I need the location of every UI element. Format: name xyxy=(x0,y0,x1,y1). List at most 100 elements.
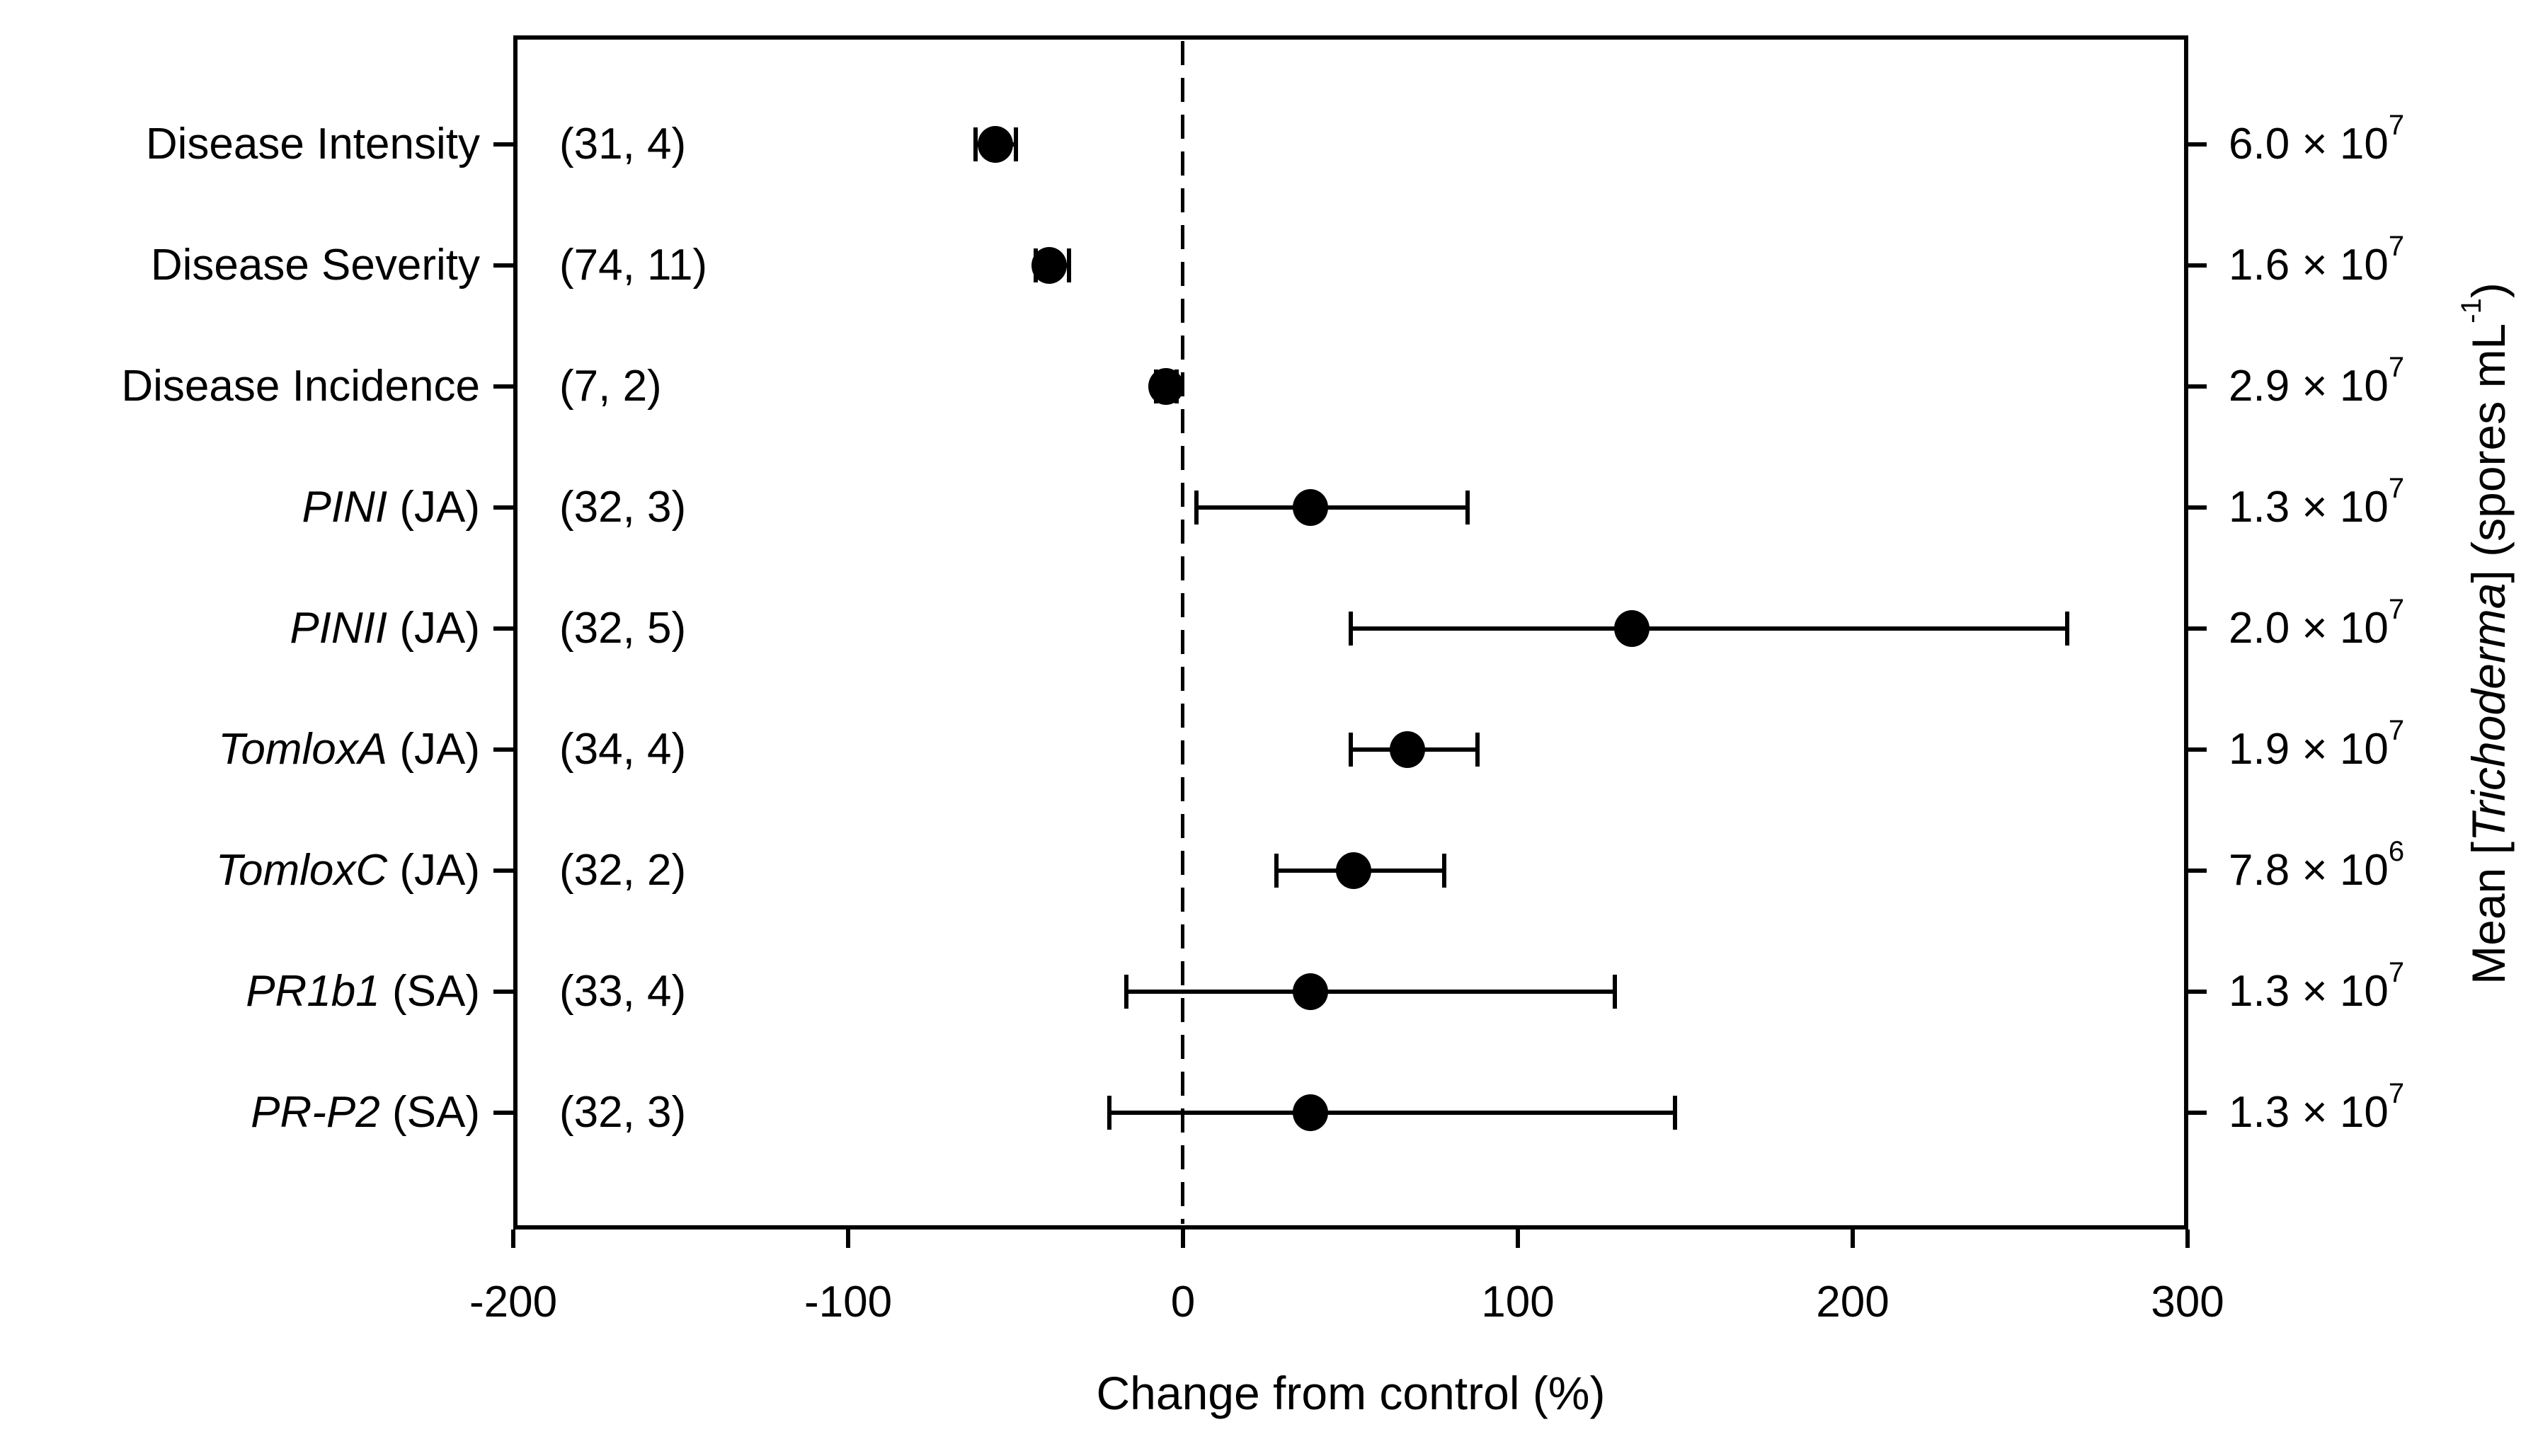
row-sample-size: (34, 4) xyxy=(559,725,687,774)
row-sample-size: (31, 4) xyxy=(559,120,687,168)
right-axis-tick xyxy=(2188,384,2207,389)
x-axis-tick xyxy=(2185,1229,2190,1248)
error-bar-cap-low xyxy=(973,127,978,161)
error-bar-line xyxy=(1196,505,1468,510)
row-sample-size: (32, 2) xyxy=(559,846,687,895)
x-axis-tick xyxy=(511,1229,515,1248)
row-label: PINII (JA) xyxy=(290,604,480,653)
right-axis-tick xyxy=(2188,1111,2207,1115)
error-bar-cap-high xyxy=(1673,1096,1678,1130)
right-axis-title-genus: Trichoderma xyxy=(2462,583,2515,842)
data-point-marker xyxy=(1292,489,1328,526)
data-point-marker xyxy=(1031,247,1067,284)
row-label: TomloxC (JA) xyxy=(215,846,480,895)
right-axis-value: 6.0 × 107 xyxy=(2229,110,2405,168)
x-axis-tick xyxy=(1181,1229,1185,1248)
x-tick-label: -200 xyxy=(469,1278,558,1326)
row-label-gene: PR-P2 xyxy=(251,1088,380,1137)
right-axis-value-exponent: 7 xyxy=(2388,957,2405,988)
right-axis-title: Mean [Trichoderma] (spores mL-1) xyxy=(2456,67,2518,1200)
data-point-marker xyxy=(1613,610,1650,647)
right-axis-value-exponent: 7 xyxy=(2388,715,2405,746)
row-label-gene: PINI xyxy=(302,483,388,532)
row-label: Disease Intensity xyxy=(145,120,480,168)
error-bar-line xyxy=(1109,1111,1676,1115)
error-bar-line xyxy=(1350,626,2067,631)
row-sample-size: (32, 3) xyxy=(559,483,687,532)
row-label: TomloxA (JA) xyxy=(218,725,480,774)
x-axis-tick xyxy=(846,1229,850,1248)
right-axis-value: 2.0 × 107 xyxy=(2229,594,2405,653)
right-axis-value-exponent: 7 xyxy=(2388,1078,2405,1109)
left-axis-tick xyxy=(493,990,513,994)
error-bar-cap-high xyxy=(1067,248,1072,282)
data-point-marker xyxy=(1292,1094,1328,1131)
row-sample-size: (7, 2) xyxy=(559,362,662,411)
error-bar-cap-high xyxy=(1441,854,1446,888)
error-bar-cap-low xyxy=(1124,975,1128,1009)
error-bar-cap-high xyxy=(1475,733,1480,767)
right-axis-tick xyxy=(2188,626,2207,631)
right-axis-value-exponent: 7 xyxy=(2388,231,2405,262)
right-axis-value: 1.3 × 107 xyxy=(2229,957,2405,1016)
data-point-marker xyxy=(1148,368,1184,405)
right-axis-tick xyxy=(2188,990,2207,994)
error-bar-cap-low xyxy=(1194,491,1199,524)
right-axis-tick xyxy=(2188,263,2207,268)
left-axis-tick xyxy=(493,263,513,268)
right-axis-value: 2.9 × 107 xyxy=(2229,352,2405,411)
right-axis-title-middle: ] (spores mL xyxy=(2462,323,2515,583)
error-bar-cap-low xyxy=(1107,1096,1111,1130)
x-axis-tick xyxy=(1516,1229,1520,1248)
error-bar-cap-high xyxy=(1013,127,1018,161)
data-point-marker xyxy=(1389,731,1425,768)
left-axis-tick xyxy=(493,505,513,510)
left-axis-tick xyxy=(493,869,513,873)
plot-area-frame xyxy=(513,35,2188,1229)
row-sample-size: (33, 4) xyxy=(559,967,687,1016)
row-label-gene: TomloxC xyxy=(215,846,388,895)
row-label: PR1b1 (SA) xyxy=(246,967,480,1016)
right-axis-value: 1.9 × 107 xyxy=(2229,715,2405,774)
right-axis-value: 1.3 × 107 xyxy=(2229,1078,2405,1137)
row-sample-size: (32, 5) xyxy=(559,604,687,653)
left-axis-tick xyxy=(493,384,513,389)
right-axis-title-exponent: -1 xyxy=(2456,298,2487,323)
row-label-gene: PR1b1 xyxy=(246,967,380,1016)
x-axis-title: Change from control (%) xyxy=(1096,1367,1606,1419)
right-axis-tick xyxy=(2188,142,2207,147)
error-bar-cap-high xyxy=(1465,491,1470,524)
row-label: PINI (JA) xyxy=(302,483,480,532)
error-bar-cap-low xyxy=(1274,854,1279,888)
x-tick-label: -100 xyxy=(804,1278,893,1326)
right-axis-value-exponent: 7 xyxy=(2388,594,2405,625)
right-axis-value-exponent: 6 xyxy=(2388,836,2405,867)
row-label: PR-P2 (SA) xyxy=(251,1088,480,1137)
right-axis-value: 7.8 × 106 xyxy=(2229,836,2405,895)
zero-reference-line xyxy=(1181,41,1184,1224)
right-axis-value-exponent: 7 xyxy=(2388,352,2405,383)
data-point-marker xyxy=(1292,973,1328,1010)
data-point-marker xyxy=(978,126,1014,163)
error-bar-cap-high xyxy=(1613,975,1618,1009)
right-axis-tick xyxy=(2188,747,2207,752)
row-label: Disease Severity xyxy=(150,241,480,290)
right-axis-value: 1.3 × 107 xyxy=(2229,473,2405,532)
x-axis-tick xyxy=(1851,1229,1855,1248)
x-tick-label: 200 xyxy=(1816,1278,1890,1326)
right-axis-tick xyxy=(2188,505,2207,510)
data-point-marker xyxy=(1336,852,1372,889)
row-sample-size: (74, 11) xyxy=(559,241,708,290)
error-bar-cap-low xyxy=(1348,733,1353,767)
right-axis-title-prefix: Mean [ xyxy=(2462,842,2515,985)
right-axis-value-exponent: 7 xyxy=(2388,473,2405,504)
left-axis-tick xyxy=(493,142,513,147)
error-bar-cap-low xyxy=(1348,612,1353,646)
x-tick-label: 300 xyxy=(2151,1278,2224,1326)
left-axis-tick xyxy=(493,626,513,631)
x-tick-label: 100 xyxy=(1481,1278,1555,1326)
right-axis-title-suffix: ) xyxy=(2462,282,2515,299)
error-bar-cap-high xyxy=(2064,612,2069,646)
right-axis-value: 1.6 × 107 xyxy=(2229,231,2405,290)
